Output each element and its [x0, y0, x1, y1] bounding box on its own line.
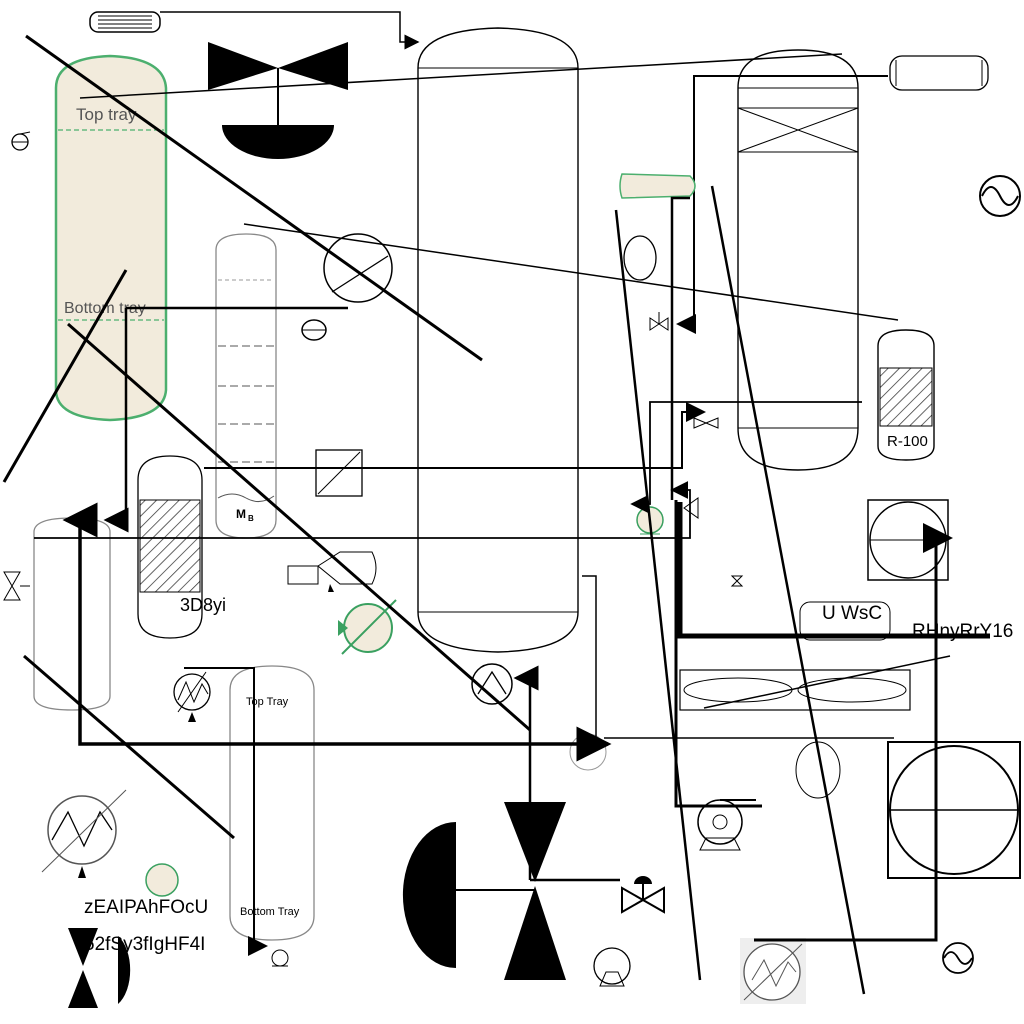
code-label-3: RHnyRrY16	[912, 621, 1013, 642]
centrifugal-pump-icon	[697, 799, 756, 851]
code-label-5: 52fSy3fIgHF4I	[84, 934, 205, 955]
piping	[2, 34, 990, 995]
small-circle-vessel	[569, 733, 607, 771]
large-vertical-vessel	[417, 27, 579, 653]
reactor-r100	[877, 329, 935, 461]
mixer-icon	[315, 449, 363, 497]
green-pump-icon-2	[145, 863, 179, 897]
heat-exchanger-icon-3	[740, 938, 806, 1004]
bottom-left-valve-icon	[68, 928, 131, 1008]
top-tray-label: Top tray	[76, 105, 137, 124]
distillation-column-beige	[54, 54, 168, 422]
hatched-packed-column	[137, 455, 203, 639]
pump-bottom-center	[593, 947, 631, 987]
pump-symbol-icon	[301, 319, 327, 341]
bottom-tray-label-2: Bottom Tray	[240, 906, 300, 918]
green-heat-exchanger-icon	[338, 599, 397, 655]
drum-feed-line	[676, 75, 888, 334]
oval-vessel-small	[623, 235, 657, 281]
heat-exchanger-icon-1	[173, 671, 211, 722]
cylindrical-drum	[799, 601, 891, 641]
large-valve-icon	[208, 42, 348, 159]
horizontal-drum	[889, 55, 989, 91]
top-tray-label-2: Top Tray	[246, 696, 289, 708]
heat-exchanger-icon-2	[41, 789, 127, 878]
top-condenser-icon	[89, 11, 161, 33]
side-valve-icon	[3, 571, 30, 601]
code-label-4: zEAIPAhFOcU	[84, 897, 208, 918]
mb-sub-label: B	[248, 514, 254, 523]
control-valve-icon	[621, 876, 665, 914]
oval-vessel-lower	[795, 741, 841, 799]
tiny-valve-icon	[730, 575, 744, 587]
slim-column	[215, 233, 277, 539]
air-cooler	[679, 669, 911, 711]
condenser-line	[160, 11, 420, 50]
mb-label: M	[236, 507, 246, 521]
horizontal-exchanger	[287, 551, 377, 592]
packed-tower	[737, 49, 859, 471]
check-valve-icon-2	[683, 497, 699, 519]
reactor-tag: R-100	[887, 433, 928, 450]
left-vessel	[33, 517, 111, 711]
check-valve-icon	[693, 417, 719, 429]
small-pump-icon	[11, 131, 31, 151]
tank-outlet-line	[670, 196, 690, 500]
heater-symbol-icon	[979, 175, 1021, 217]
framed-vessel-large	[887, 741, 1021, 879]
code-label-1: 3D8yi	[180, 595, 226, 615]
green-horizontal-tank	[619, 173, 696, 199]
gate-valve-icon	[649, 312, 669, 331]
large-bottom-valve-icon	[402, 802, 566, 980]
code-label-2: U WsC	[822, 603, 882, 624]
heater-symbol-icon-2	[942, 942, 974, 974]
small-pump-bottom	[271, 949, 289, 967]
